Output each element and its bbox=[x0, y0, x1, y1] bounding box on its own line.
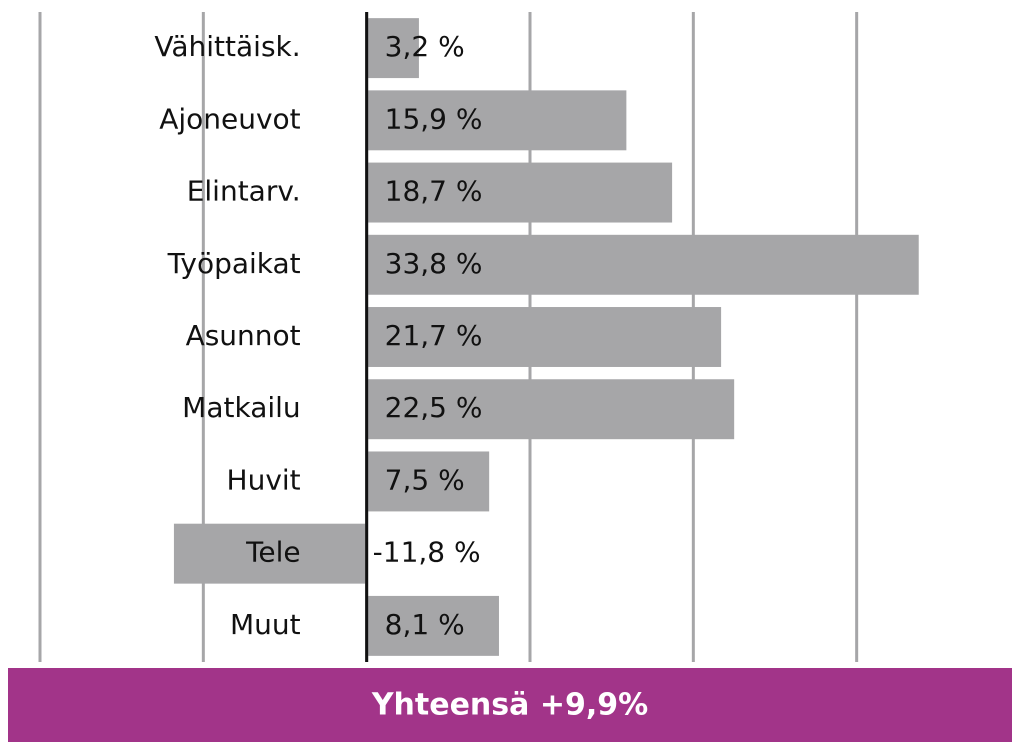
bar bbox=[366, 18, 419, 79]
value-label: 22,5 % bbox=[385, 391, 483, 424]
footer-text: Yhteensä +9,9% bbox=[371, 688, 648, 723]
category-label: Työpaikat bbox=[167, 247, 301, 280]
bar bbox=[366, 451, 490, 512]
value-label: 7,5 % bbox=[385, 463, 465, 496]
bar bbox=[366, 595, 499, 656]
category-label: Asunnot bbox=[186, 319, 301, 352]
value-label: 8,1 % bbox=[385, 608, 465, 641]
category-label: Huvit bbox=[227, 463, 301, 496]
bar bbox=[366, 162, 673, 223]
value-label: -11,8 % bbox=[373, 536, 481, 569]
bar bbox=[366, 234, 919, 295]
bar bbox=[366, 307, 722, 367]
value-label: 18,7 % bbox=[385, 175, 483, 208]
value-label: 3,2 % bbox=[385, 30, 465, 63]
category-label: Elintarv. bbox=[187, 175, 301, 208]
category-label: Ajoneuvot bbox=[159, 102, 300, 135]
value-label: 15,9 % bbox=[385, 102, 483, 135]
bar bbox=[366, 90, 627, 151]
category-label: Tele bbox=[245, 536, 301, 569]
category-label: Vähittäisk. bbox=[154, 30, 300, 63]
footer-band bbox=[8, 668, 1012, 742]
value-label: 21,7 % bbox=[385, 319, 483, 352]
category-label: Matkailu bbox=[182, 391, 300, 424]
bar bbox=[173, 523, 367, 584]
category-label: Muut bbox=[230, 608, 301, 641]
value-label: 33,8 % bbox=[385, 247, 483, 280]
bar bbox=[366, 379, 735, 440]
